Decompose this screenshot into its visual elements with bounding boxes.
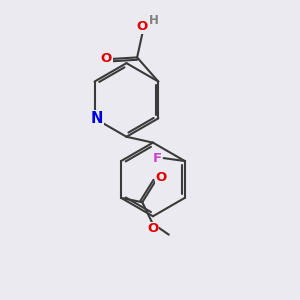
Text: H: H bbox=[149, 14, 158, 27]
Text: N: N bbox=[91, 111, 103, 126]
Text: O: O bbox=[137, 20, 148, 33]
Text: O: O bbox=[147, 222, 158, 235]
Text: F: F bbox=[153, 152, 162, 165]
Text: O: O bbox=[101, 52, 112, 65]
Text: O: O bbox=[155, 171, 166, 184]
